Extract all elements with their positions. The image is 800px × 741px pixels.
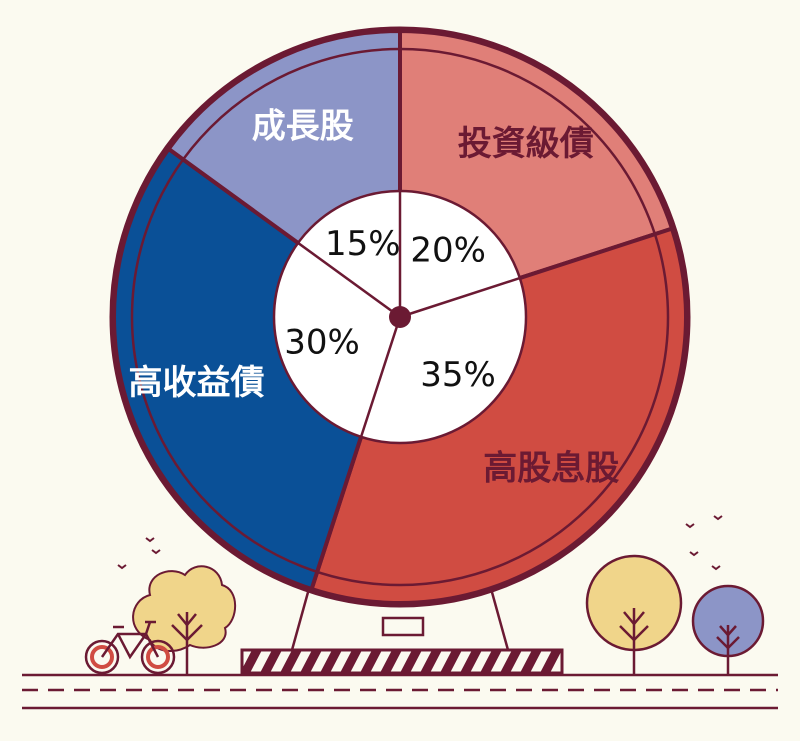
base-stripe — [280, 650, 302, 673]
stand-left-leg — [290, 584, 312, 651]
wheel-axle — [389, 306, 411, 328]
base-stripe — [480, 650, 502, 673]
base-stripe — [420, 650, 442, 673]
value-label-3: 30% — [284, 322, 360, 362]
wheel-spokes — [297, 191, 521, 438]
spoke-2 — [399, 276, 521, 319]
base-stripe — [400, 650, 422, 673]
base-stripe — [380, 650, 402, 673]
wheel-stand — [290, 584, 510, 651]
tree-right-yellow — [585, 554, 683, 675]
base-stripe — [500, 650, 522, 673]
base-stripe — [242, 650, 262, 673]
spoke-3 — [359, 316, 402, 438]
category-label-3: 高收益債 — [129, 363, 265, 403]
base-stripe — [520, 650, 542, 673]
base-stripe — [440, 650, 462, 673]
stand-right-leg — [488, 584, 510, 651]
category-label-2: 高股息股 — [483, 448, 619, 488]
base-stripe — [320, 650, 342, 673]
value-label-4: 15% — [325, 224, 401, 264]
spoke-4 — [297, 241, 401, 319]
base-outline — [240, 648, 564, 675]
tree-left — [132, 565, 237, 675]
bicycle-icon — [84, 620, 176, 675]
value-label-2: 35% — [420, 355, 496, 395]
base-stripe — [340, 650, 362, 673]
base-stripe — [300, 650, 322, 673]
base-fill — [242, 650, 562, 673]
category-label-4: 成長股 — [252, 106, 354, 146]
tree-left-crown — [132, 565, 237, 652]
base-stripe — [540, 650, 562, 673]
wheel-base — [240, 648, 564, 675]
base-stripe — [360, 650, 382, 673]
base-stripe — [260, 650, 282, 673]
category-label-1: 投資級債 — [458, 124, 594, 164]
stand-plate — [381, 616, 425, 637]
value-label-1: 20% — [410, 231, 486, 271]
base-stripe — [460, 650, 482, 673]
tree-right-purple — [691, 584, 765, 675]
wheel-inner-ring — [130, 47, 670, 587]
birds — [117, 515, 723, 571]
road — [22, 673, 778, 710]
